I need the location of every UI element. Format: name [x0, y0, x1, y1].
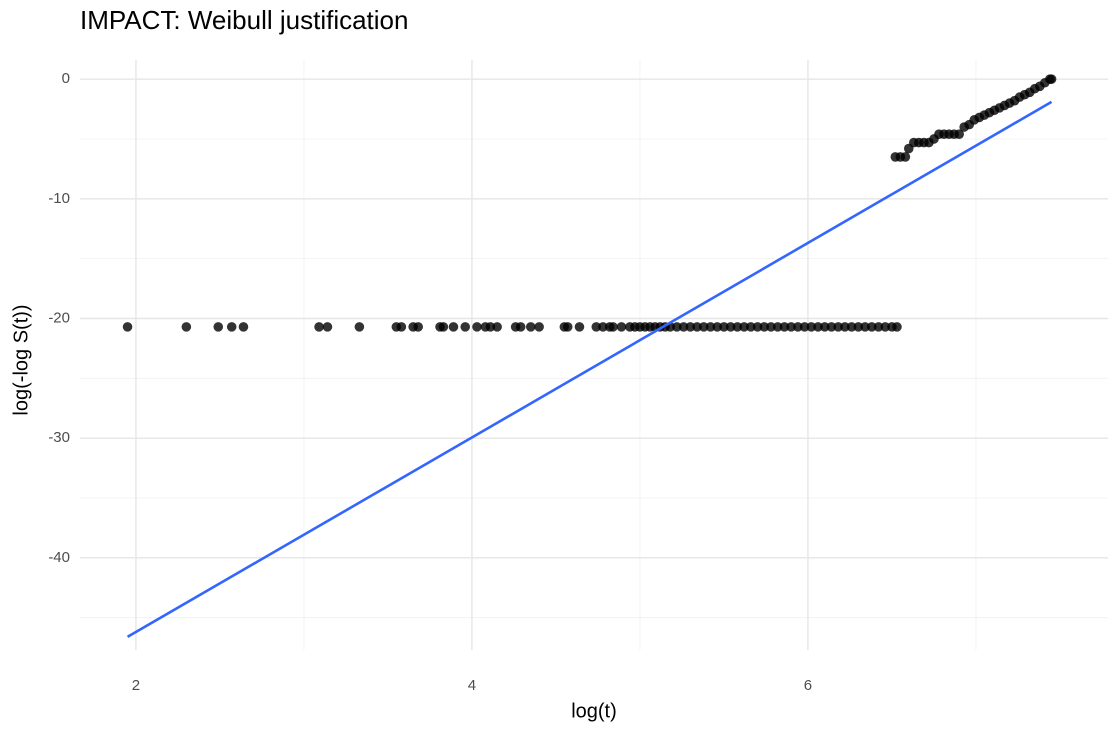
point	[485, 322, 496, 332]
point	[732, 322, 743, 332]
point	[574, 322, 585, 332]
point	[719, 322, 729, 332]
point	[793, 322, 803, 332]
point	[396, 322, 407, 332]
y-tick-label: -30	[48, 429, 70, 446]
point	[354, 322, 365, 332]
point	[752, 322, 763, 332]
point	[846, 322, 857, 332]
point	[238, 322, 249, 332]
point	[873, 322, 884, 332]
y-axis-title: log(-log S(t))	[10, 304, 32, 415]
point	[692, 322, 702, 332]
point	[806, 322, 817, 332]
x-tick-label: 6	[804, 677, 812, 694]
chart-title: IMPACT: Weibull justification	[80, 5, 408, 35]
point	[819, 322, 830, 332]
point	[413, 322, 423, 332]
point	[213, 322, 224, 332]
point	[739, 322, 749, 332]
point	[759, 322, 770, 332]
x-tick-label: 2	[132, 677, 140, 694]
y-tick-label: -20	[48, 309, 70, 326]
point	[892, 322, 902, 332]
point	[672, 322, 682, 332]
x-axis-title: log(t)	[571, 700, 617, 722]
point	[438, 322, 449, 332]
point	[826, 322, 837, 332]
point	[698, 322, 709, 332]
point	[900, 152, 911, 162]
point	[880, 322, 891, 332]
point	[472, 322, 482, 332]
point	[608, 322, 618, 332]
point	[181, 322, 192, 332]
point	[314, 322, 324, 332]
point	[813, 322, 823, 332]
y-tick-label: -40	[48, 549, 70, 566]
point	[562, 322, 573, 332]
point	[685, 322, 696, 332]
point	[786, 322, 796, 332]
y-tick-label: 0	[62, 70, 70, 87]
point	[799, 322, 810, 332]
point	[460, 322, 471, 332]
point	[591, 322, 602, 332]
grid	[80, 60, 1108, 650]
point	[853, 322, 864, 332]
point	[525, 322, 536, 332]
point	[448, 322, 459, 332]
point	[705, 322, 716, 332]
marks	[122, 74, 1057, 638]
point	[1046, 74, 1057, 84]
point	[616, 322, 627, 332]
point	[840, 322, 850, 332]
point	[954, 129, 964, 139]
point	[712, 322, 723, 332]
y-tick-label: -10	[48, 190, 70, 207]
point	[772, 322, 783, 332]
point	[766, 322, 776, 332]
point	[866, 322, 877, 332]
point	[860, 322, 870, 332]
point	[725, 322, 736, 332]
point	[746, 322, 756, 332]
x-tick-label: 4	[468, 677, 476, 694]
point	[779, 322, 790, 332]
point	[322, 322, 333, 332]
point	[678, 322, 689, 332]
point	[833, 322, 843, 332]
fit-line	[126, 100, 1053, 638]
point	[598, 322, 608, 332]
point	[122, 322, 133, 332]
point	[492, 322, 502, 332]
point	[226, 322, 237, 332]
point	[515, 322, 526, 332]
point	[534, 322, 544, 332]
